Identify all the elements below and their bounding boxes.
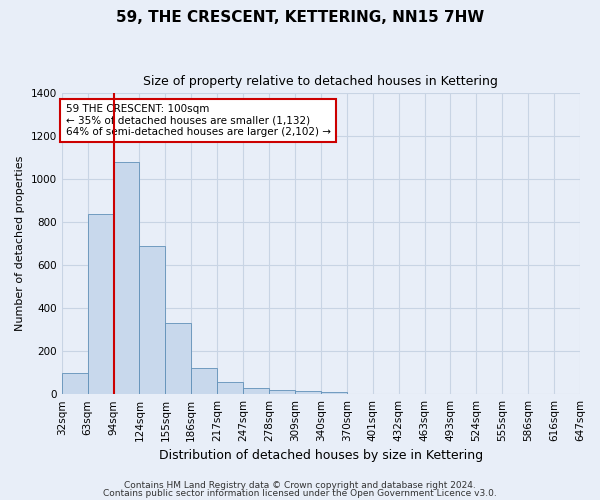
- Bar: [321, 392, 347, 394]
- Title: Size of property relative to detached houses in Kettering: Size of property relative to detached ho…: [143, 75, 498, 88]
- Bar: [113, 162, 139, 394]
- Text: 59, THE CRESCENT, KETTERING, NN15 7HW: 59, THE CRESCENT, KETTERING, NN15 7HW: [116, 10, 484, 25]
- Y-axis label: Number of detached properties: Number of detached properties: [15, 156, 25, 332]
- Bar: [269, 390, 295, 394]
- Bar: [191, 368, 217, 394]
- Bar: [88, 214, 113, 394]
- Bar: [295, 391, 321, 394]
- Text: Contains public sector information licensed under the Open Government Licence v3: Contains public sector information licen…: [103, 488, 497, 498]
- Text: Contains HM Land Registry data © Crown copyright and database right 2024.: Contains HM Land Registry data © Crown c…: [124, 481, 476, 490]
- Bar: [166, 324, 191, 394]
- Text: 59 THE CRESCENT: 100sqm
← 35% of detached houses are smaller (1,132)
64% of semi: 59 THE CRESCENT: 100sqm ← 35% of detache…: [65, 104, 331, 138]
- X-axis label: Distribution of detached houses by size in Kettering: Distribution of detached houses by size …: [159, 450, 483, 462]
- Bar: [217, 382, 243, 394]
- Bar: [139, 246, 166, 394]
- Bar: [243, 388, 269, 394]
- Bar: [62, 372, 88, 394]
